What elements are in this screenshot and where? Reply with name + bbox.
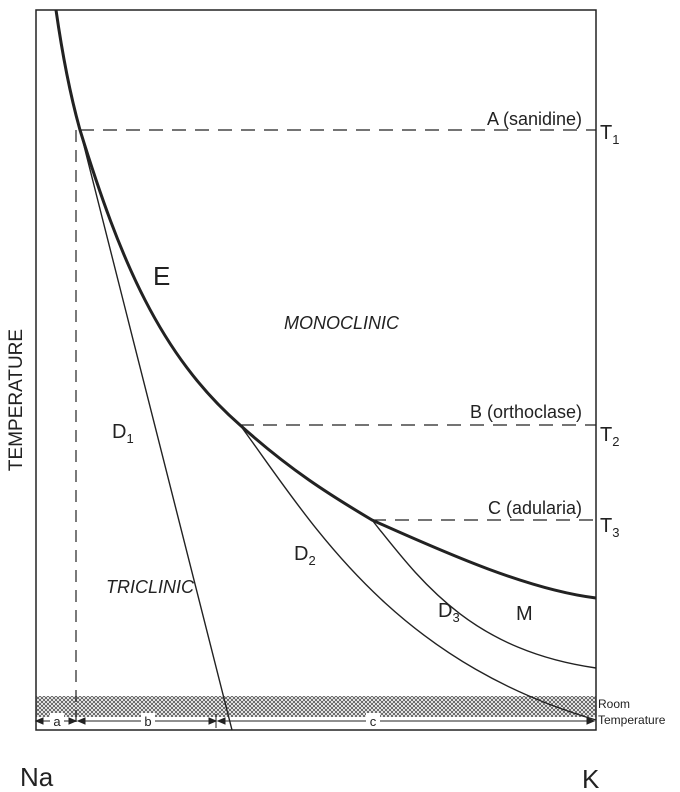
curve-d2 [239, 424, 597, 721]
level-a-label: A (sanidine) [487, 109, 582, 129]
width-b-label: b [144, 714, 151, 729]
y-axis-label: TEMPERATURE [6, 329, 27, 471]
curve-e-label: E [153, 261, 170, 291]
x-axis-left-label: Na [20, 762, 54, 792]
width-a-label: a [53, 714, 61, 729]
level-c-label: C (adularia) [488, 498, 582, 518]
curve-d1-label: D1 [112, 421, 134, 446]
x-axis-right-label: K [582, 764, 600, 792]
triclinic-field-label: TRICLINIC [106, 577, 195, 597]
room-temperature-label-line1: Room [598, 697, 630, 711]
width-c-label: c [370, 714, 377, 729]
t2-label: T2 [600, 424, 619, 449]
monoclinic-field-label: MONOCLINIC [284, 313, 400, 333]
t3-label: T3 [600, 515, 619, 540]
plot-frame [35, 9, 597, 731]
room-temperature-band [36, 696, 596, 717]
t1-label: T1 [600, 122, 619, 147]
curve-e [54, 9, 597, 600]
curve-d1 [79, 129, 233, 731]
curve-d3 [371, 519, 597, 669]
level-b-label: B (orthoclase) [470, 402, 582, 422]
curve-m-label: M [516, 603, 533, 625]
curve-d3-label: D3 [438, 600, 460, 625]
width-markers [34, 714, 596, 728]
room-temperature-label-line2: Temperature [598, 713, 666, 727]
curve-d2-label: D2 [294, 543, 316, 568]
